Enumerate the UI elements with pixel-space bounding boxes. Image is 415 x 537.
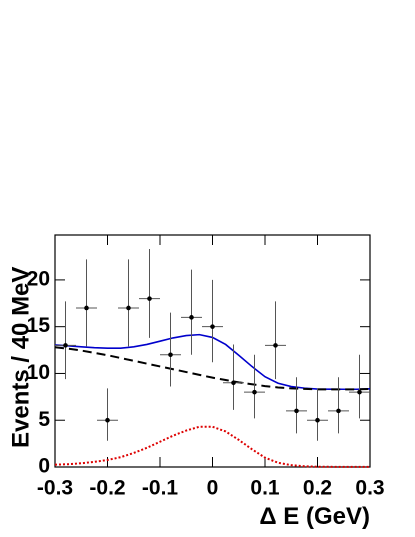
data-point: [168, 352, 173, 358]
x-tick-label: 0.2: [303, 477, 332, 500]
data-point: [273, 343, 278, 348]
y-tick-label: 15: [27, 314, 51, 337]
data-point: [105, 417, 110, 423]
data-point: [147, 296, 152, 301]
x-tick-label: 0.3: [355, 477, 384, 500]
x-tick-label: -0.1: [142, 477, 179, 500]
data-point: [294, 408, 299, 414]
x-tick-label: -0.2: [89, 477, 125, 500]
x-tick-label: 0: [207, 477, 219, 500]
y-tick-label: 20: [27, 267, 50, 290]
y-tick-label: 0: [38, 455, 50, 478]
x-tick-label: 0.1: [250, 477, 280, 500]
data-point: [210, 324, 215, 329]
data-point: [357, 389, 362, 395]
y-tick-label: 10: [27, 361, 50, 384]
y-axis-label: Events / 40 MeV: [7, 267, 34, 448]
data-point: [84, 305, 89, 311]
data-point: [315, 417, 320, 423]
data-point: [126, 305, 131, 311]
y-tick-label: 5: [38, 408, 50, 431]
data-point: [189, 315, 194, 320]
data-point: [63, 343, 68, 348]
x-tick-label: -0.3: [37, 477, 73, 500]
data-point: [252, 389, 257, 395]
data-point: [231, 380, 236, 386]
x-axis-label: Δ E (GeV): [259, 503, 370, 530]
data-point: [336, 408, 341, 414]
fit-curve: [54, 425, 370, 468]
